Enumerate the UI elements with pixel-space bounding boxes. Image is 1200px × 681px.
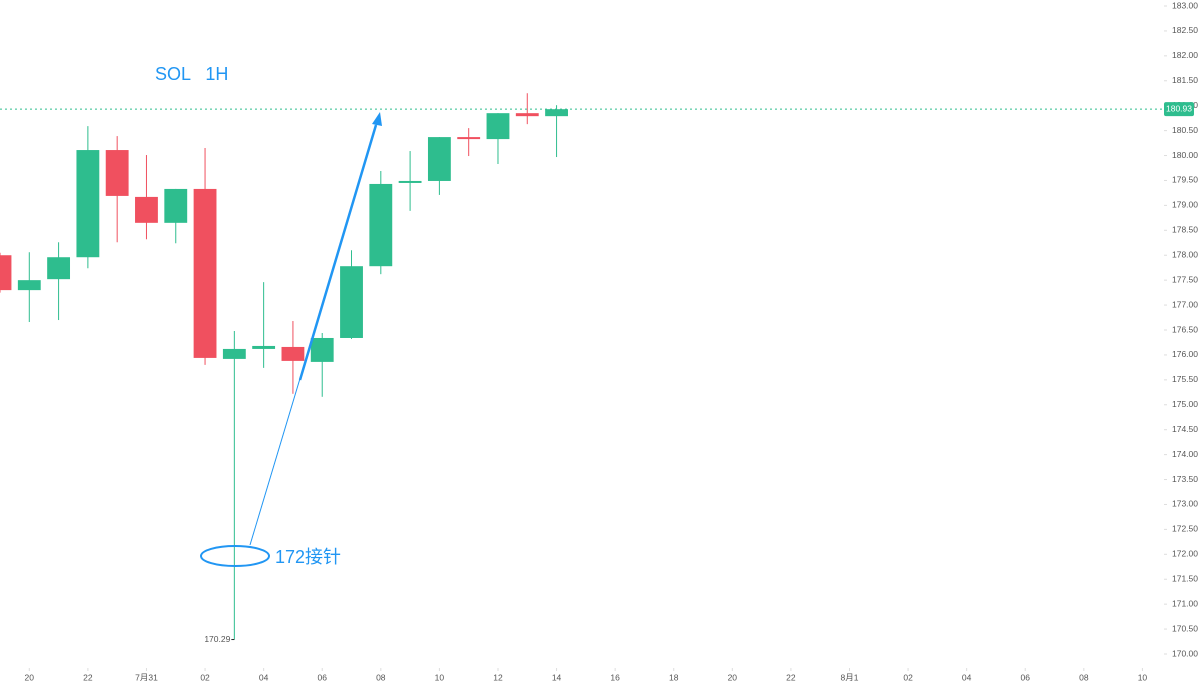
candle-body — [457, 137, 481, 140]
y-tick-label: 179.00 — [1172, 200, 1198, 210]
y-tick-label: 182.00 — [1172, 50, 1198, 60]
x-tick-label: 08 — [1079, 672, 1089, 681]
chart-title: SOL 1H — [155, 64, 228, 84]
arrow-head — [372, 112, 382, 126]
y-tick-label: 177.00 — [1172, 299, 1198, 309]
x-tick-label: 22 — [83, 672, 93, 681]
candle-body — [193, 188, 217, 358]
y-tick-label: 179.50 — [1172, 175, 1198, 185]
price-label-box — [1164, 102, 1194, 117]
candle-body — [486, 113, 510, 140]
y-tick-label: 175.50 — [1172, 374, 1198, 384]
y-tick-label: 182.50 — [1172, 25, 1198, 35]
x-tick-label: 8月1 — [841, 672, 859, 681]
price-label: 180.93 — [1166, 103, 1192, 113]
candle-body — [222, 348, 246, 359]
annotation: 172接针 — [275, 547, 341, 567]
y-tick-label: 170.00 — [1172, 648, 1198, 658]
candle-body — [310, 337, 334, 362]
x-tick-label: 16 — [610, 672, 620, 681]
x-tick-label: 22 — [786, 672, 796, 681]
candle-body — [369, 183, 393, 267]
x-tick-label: 04 — [259, 672, 269, 681]
y-tick-label: 181.50 — [1172, 75, 1198, 85]
candle-body — [0, 255, 12, 291]
candle-body — [545, 109, 568, 117]
candle-body — [47, 257, 71, 280]
y-tick-label: 171.00 — [1172, 598, 1198, 608]
candle-body — [252, 345, 276, 349]
y-tick-label: 173.00 — [1172, 499, 1198, 509]
candle-body — [398, 180, 422, 183]
candle-body — [17, 280, 41, 291]
y-tick-label: 178.50 — [1172, 225, 1198, 235]
candle-body — [427, 137, 451, 181]
highlight-ellipse — [200, 545, 270, 567]
x-tick-label: 08 — [376, 672, 386, 681]
y-tick-label: 176.00 — [1172, 349, 1198, 359]
y-tick-label: 177.50 — [1172, 274, 1198, 284]
x-tick-label: 18 — [669, 672, 679, 681]
x-tick-label: 06 — [317, 672, 327, 681]
low-price-label: 170.29 — [204, 634, 230, 644]
y-tick-label: 180.00 — [1172, 150, 1198, 160]
x-tick-label: 04 — [962, 672, 972, 681]
x-tick-label: 10 — [435, 672, 445, 681]
y-tick-label: 174.00 — [1172, 449, 1198, 459]
candle-body — [164, 188, 188, 223]
candle-body — [76, 150, 100, 258]
y-tick-label: 172.50 — [1172, 524, 1198, 534]
x-tick-label: 02 — [200, 672, 210, 681]
y-tick-label: 171.50 — [1172, 573, 1198, 583]
y-tick-label: 173.50 — [1172, 474, 1198, 484]
y-tick-label: 170.50 — [1172, 623, 1198, 633]
y-tick-label: 174.50 — [1172, 424, 1198, 434]
x-tick-label: 06 — [1021, 672, 1031, 681]
y-tick-label: 183.00 — [1172, 0, 1198, 10]
arrow-shaft — [298, 124, 378, 381]
x-tick-label: 02 — [903, 672, 913, 681]
candle-body — [340, 266, 363, 338]
x-tick-label: 10 — [1138, 672, 1148, 681]
drawing-layer — [200, 112, 382, 567]
x-tick-label: 12 — [493, 672, 503, 681]
x-tick-label: 20 — [25, 672, 35, 681]
y-tick-label: 176.50 — [1172, 324, 1198, 334]
x-tick-label: 7月31 — [135, 672, 158, 681]
y-tick-label: 180.50 — [1172, 125, 1198, 135]
candle-body — [135, 196, 158, 223]
candle-body — [105, 150, 129, 196]
candle-body — [515, 113, 539, 117]
x-tick-label: 14 — [552, 672, 562, 681]
candle-body — [281, 346, 305, 361]
x-tick-label: 20 — [728, 672, 738, 681]
y-tick-label: 175.00 — [1172, 399, 1198, 409]
y-tick-label: 172.00 — [1172, 549, 1198, 559]
y-tick-label: 178.00 — [1172, 249, 1198, 259]
